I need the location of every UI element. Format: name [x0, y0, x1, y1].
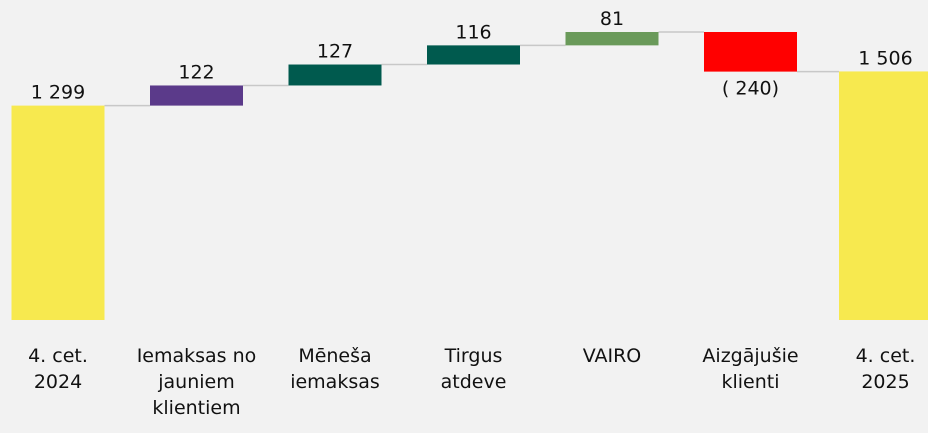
bar	[427, 45, 520, 65]
category-label: Aizgājušie klienti	[702, 345, 799, 393]
value-label: 122	[178, 61, 214, 83]
category-label: Iemaksas no jauniem klientiem	[136, 345, 257, 419]
value-label: ( 240)	[722, 78, 779, 100]
category-label: 4. cet. 2025	[855, 345, 916, 393]
value-label: 127	[317, 41, 353, 63]
value-label: 81	[600, 8, 624, 30]
bar	[839, 71, 928, 320]
category-label: VAIRO	[582, 345, 642, 367]
bar	[150, 85, 243, 106]
category-label: Tirgus atdeve	[440, 345, 507, 393]
category-label: 4. cet. 2024	[28, 345, 88, 393]
value-label: 116	[455, 21, 491, 43]
bar	[11, 105, 105, 321]
value-label: 1 506	[858, 47, 912, 69]
bar	[704, 32, 797, 72]
category-label: Mēneša iemaksas	[290, 345, 380, 393]
value-label: 1 299	[31, 82, 85, 104]
bar	[288, 64, 382, 86]
bar	[565, 32, 659, 46]
